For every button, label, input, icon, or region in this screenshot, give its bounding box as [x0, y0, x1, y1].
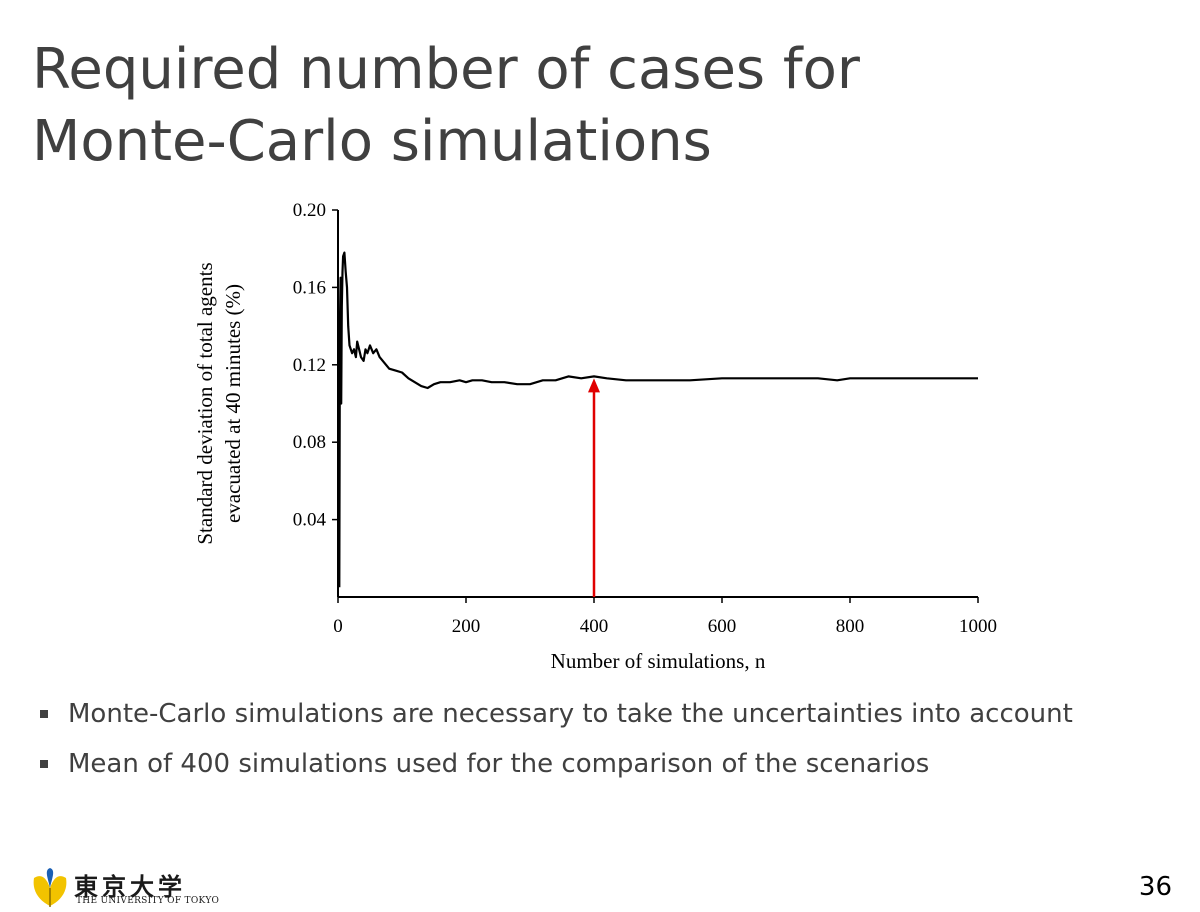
university-logo: 東京大学 THE UNIVERSITY OF TOKYO — [30, 866, 219, 910]
x-tick-label: 800 — [836, 616, 865, 637]
y-tick-label: 0.20 — [293, 200, 326, 221]
red-arrow-head-icon — [588, 378, 600, 393]
bullet-item: Mean of 400 simulations used for the com… — [40, 748, 1160, 780]
page-number: 36 — [1138, 872, 1172, 902]
y-axis-label: Standard deviation of total agents evacua… — [193, 262, 245, 544]
slide-title-line-2: Monte-Carlo simulations — [32, 109, 712, 174]
chart-annotations — [588, 378, 600, 597]
x-tick-label: 400 — [580, 616, 609, 637]
y-tick-label: 0.08 — [293, 432, 326, 453]
university-name-jp: 東京大学 — [74, 872, 186, 901]
std-dev-line-chart: Standard deviation of total agents evacua… — [193, 200, 997, 673]
bullet-list: Monte-Carlo simulations are necessary to… — [40, 698, 1160, 798]
y-axis-label-line: Standard deviation of total agents — [193, 262, 217, 544]
bullet-text: Mean of 400 simulations used for the com… — [68, 749, 930, 779]
x-tick-label: 200 — [452, 616, 481, 637]
bullet-square-icon — [40, 710, 48, 718]
bullet-item: Monte-Carlo simulations are necessary to… — [40, 698, 1160, 730]
university-name-en: THE UNIVERSITY OF TOKYO — [76, 896, 220, 906]
slide-title: Required number of cases for Monte-Carlo… — [32, 34, 1152, 178]
y-tick-label: 0.04 — [293, 510, 327, 531]
x-axis-label: Number of simulations, n — [551, 649, 766, 673]
ginkgo-leaf-icon — [33, 868, 67, 907]
x-tick-label: 0 — [333, 616, 343, 637]
y-axis-label-line: evacuated at 40 minutes (%) — [221, 284, 245, 523]
std-dev-series-line — [338, 251, 978, 588]
x-tick-label: 1000 — [959, 616, 997, 637]
y-tick-label: 0.12 — [293, 355, 326, 376]
chart-axes — [337, 210, 978, 598]
bullet-text: Monte-Carlo simulations are necessary to… — [68, 699, 1073, 729]
x-tick-label: 600 — [708, 616, 737, 637]
bullet-square-icon — [40, 760, 48, 768]
y-tick-label: 0.16 — [293, 277, 326, 298]
slide-title-line-1: Required number of cases for — [32, 37, 860, 102]
chart-ticks: 0 200 400 600 800 1000 0.04 0.08 0.12 0.16 0.20 — [293, 200, 997, 637]
chart-series — [338, 251, 978, 588]
